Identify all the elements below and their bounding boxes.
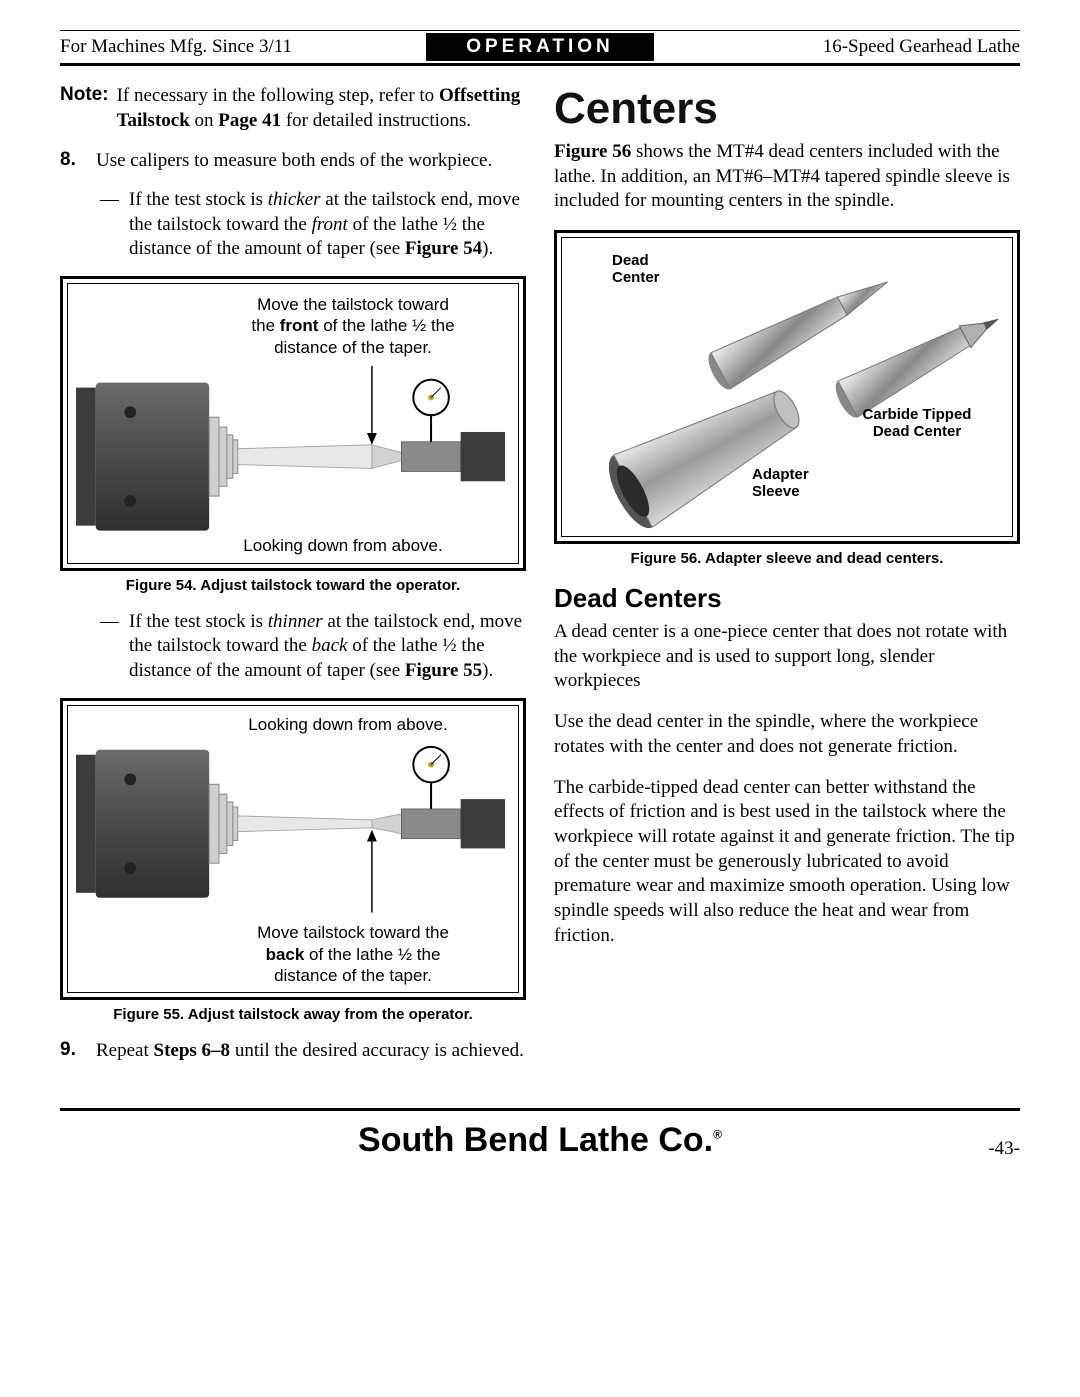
step-number: 9. bbox=[60, 1039, 82, 1064]
figure-55-diagram bbox=[76, 735, 510, 922]
step-9: 9. Repeat Steps 6–8 until the desired ac… bbox=[60, 1039, 526, 1064]
section-title-centers: Centers bbox=[554, 84, 1020, 134]
header-left: For Machines Mfg. Since 3/11 bbox=[60, 36, 426, 58]
fig55-top-caption: Looking down from above. bbox=[186, 714, 510, 735]
fig54-bottom-caption: Looking down from above. bbox=[176, 535, 510, 556]
figure-54-caption: Figure 54. Adjust tailstock toward the o… bbox=[60, 577, 526, 594]
figure-55-caption: Figure 55. Adjust tailstock away from th… bbox=[60, 1006, 526, 1023]
figure-54-diagram bbox=[76, 358, 510, 536]
fig54-top-caption: Move the tailstock toward the front of t… bbox=[196, 294, 510, 358]
fig56-label-adapter: Adapter Sleeve bbox=[752, 466, 832, 500]
fig55-bottom-caption: Move tailstock toward the back of the la… bbox=[196, 922, 510, 986]
figure-56-caption: Figure 56. Adapter sleeve and dead cente… bbox=[554, 550, 1020, 567]
figure-56-frame: Dead Center Adapter Sleeve Carbide Tippe… bbox=[554, 230, 1020, 544]
figure-55-frame: Looking down from above. bbox=[60, 698, 526, 1000]
note-block: Note: If necessary in the following step… bbox=[60, 84, 526, 133]
page-header: For Machines Mfg. Since 3/11 OPERATION 1… bbox=[60, 30, 1020, 66]
right-column: Centers Figure 56 shows the MT#4 dead ce… bbox=[554, 84, 1020, 1078]
step-body: Use calipers to measure both ends of the… bbox=[96, 149, 492, 174]
footer-page-number: -43- bbox=[960, 1138, 1020, 1160]
figure-54-frame: Move the tailstock toward the front of t… bbox=[60, 276, 526, 571]
note-body: If necessary in the following step, refe… bbox=[117, 84, 526, 133]
footer-brand: South Bend Lathe Co.® bbox=[120, 1121, 960, 1160]
dead-centers-p3: The carbide-tipped dead center can bette… bbox=[554, 776, 1020, 949]
bullet-thicker: — If the test stock is thicker at the ta… bbox=[100, 188, 526, 262]
header-section: OPERATION bbox=[426, 33, 654, 61]
dead-centers-p2: Use the dead center in the spindle, wher… bbox=[554, 710, 1020, 759]
page-footer: South Bend Lathe Co.® -43- bbox=[60, 1108, 1020, 1160]
centers-intro: Figure 56 shows the MT#4 dead centers in… bbox=[554, 140, 1020, 214]
dead-centers-p1: A dead center is a one-piece center that… bbox=[554, 620, 1020, 694]
note-label: Note: bbox=[60, 84, 109, 133]
fig56-label-dead: Dead Center bbox=[612, 252, 682, 286]
step-8: 8. Use calipers to measure both ends of … bbox=[60, 149, 526, 174]
subheading-dead-centers: Dead Centers bbox=[554, 583, 1020, 614]
step-number: 8. bbox=[60, 149, 82, 174]
step-body: Repeat Steps 6–8 until the desired accur… bbox=[96, 1039, 524, 1064]
left-column: Note: If necessary in the following step… bbox=[60, 84, 526, 1078]
bullet-dash: — bbox=[100, 188, 119, 262]
bullet-dash: — bbox=[100, 610, 119, 684]
header-right: 16-Speed Gearhead Lathe bbox=[654, 36, 1020, 58]
bullet-thinner: — If the test stock is thinner at the ta… bbox=[100, 610, 526, 684]
fig56-label-carbide: Carbide Tipped Dead Center bbox=[852, 406, 982, 440]
